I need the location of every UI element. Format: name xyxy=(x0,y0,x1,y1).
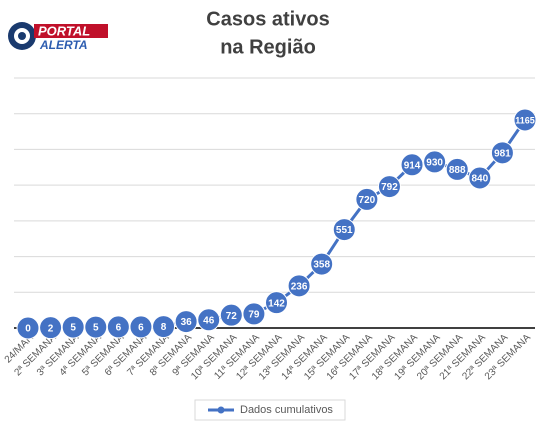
data-point xyxy=(400,153,424,177)
data-label: 358 xyxy=(313,260,330,271)
data-label: 981 xyxy=(494,148,511,159)
data-label: 8 xyxy=(161,322,167,333)
data-point xyxy=(84,315,108,339)
data-label: 930 xyxy=(426,158,443,169)
chart-title: Casos ativos xyxy=(206,8,329,30)
logo-text: ALERTA xyxy=(39,38,88,52)
data-point xyxy=(423,150,447,174)
data-label: 6 xyxy=(138,323,144,334)
legend-box xyxy=(194,399,346,421)
data-label: 792 xyxy=(381,182,398,193)
data-label: 46 xyxy=(203,315,215,326)
data-label: 5 xyxy=(70,323,76,334)
legend-swatch-marker xyxy=(217,406,225,414)
data-point xyxy=(39,316,63,340)
data-point xyxy=(513,108,537,132)
data-label: 236 xyxy=(291,281,308,292)
data-label: 2 xyxy=(48,323,54,334)
data-label: 72 xyxy=(226,311,238,322)
data-label: 1165 xyxy=(515,115,535,125)
data-label: 720 xyxy=(359,195,376,206)
data-label: 36 xyxy=(181,317,193,328)
data-label: 914 xyxy=(404,160,421,171)
logo: PORTAL ALERTA xyxy=(8,22,108,52)
data-point xyxy=(152,315,176,339)
data-point xyxy=(61,315,85,339)
data-point xyxy=(468,166,492,190)
logo-text: PORTAL xyxy=(38,23,90,38)
data-label: 142 xyxy=(268,298,285,309)
data-label: 0 xyxy=(25,324,31,335)
data-point xyxy=(287,274,311,298)
legend-label: Dados cumulativos xyxy=(240,404,333,416)
data-point xyxy=(355,187,379,211)
data-label: 551 xyxy=(336,225,353,236)
data-label: 888 xyxy=(449,165,466,176)
data-point xyxy=(332,218,356,242)
data-label: 840 xyxy=(471,174,488,185)
data-point xyxy=(174,310,198,334)
data-point xyxy=(490,141,514,165)
data-label: 79 xyxy=(248,310,260,321)
logo-band xyxy=(34,24,108,38)
chart-title: na Região xyxy=(220,36,316,58)
data-point xyxy=(242,302,266,326)
data-point xyxy=(310,252,334,276)
data-point xyxy=(445,157,469,181)
data-point xyxy=(219,303,243,327)
data-point xyxy=(265,291,288,315)
data-point xyxy=(129,315,153,339)
data-label: 5 xyxy=(93,323,99,334)
data-point xyxy=(106,315,130,339)
data-point xyxy=(16,316,40,340)
logo-pupil xyxy=(18,32,26,40)
data-point xyxy=(197,308,221,332)
data-label: 6 xyxy=(116,323,122,334)
data-point xyxy=(377,175,401,199)
